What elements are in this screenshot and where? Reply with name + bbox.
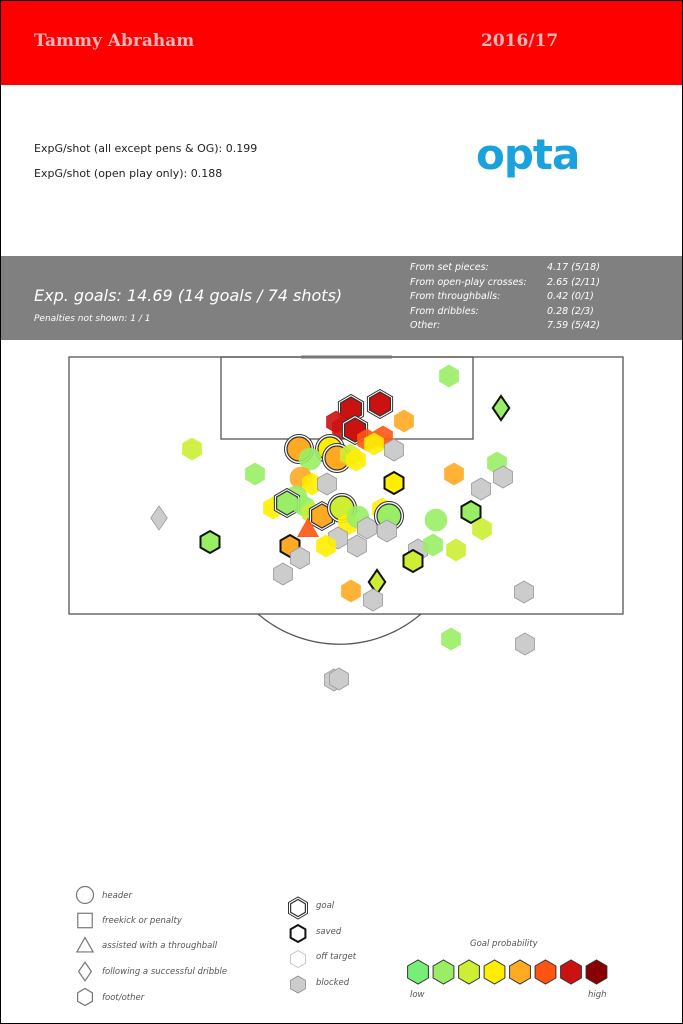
probability-swatch (458, 959, 480, 985)
legend-blocked-label: blocked (316, 978, 350, 988)
shot-marker-off (441, 627, 461, 651)
shot-marker-blocked (317, 472, 337, 496)
probability-swatch (407, 959, 429, 985)
shot-marker-blocked (514, 580, 534, 604)
probability-swatch (585, 959, 608, 985)
circle-icon (75, 885, 95, 905)
legend-outcomes (288, 896, 308, 994)
breakdown-row: From open-play crosses: 2.65 (2/11) (410, 277, 630, 292)
shot-marker-off (298, 447, 322, 471)
breakdown-label: From dribbles: (410, 305, 479, 317)
breakdown-label: From set pieces: (410, 262, 489, 273)
player-name: Tammy Abraham (34, 31, 195, 51)
shot-marker-blocked (273, 562, 293, 586)
shot-marker-blocked (329, 667, 349, 691)
breakdown-label: From throughballs: (410, 291, 501, 303)
shot-marker-blocked (290, 546, 310, 570)
probability-swatch (534, 959, 557, 985)
shot-marker-goal (369, 391, 391, 417)
shot-marker-off (424, 508, 448, 532)
expg-per-shot-all: ExpG/shot (all except pens & OG): 0.199 (34, 142, 258, 155)
legend-off-target-label: off target (316, 952, 357, 962)
penalty-arc (257, 613, 422, 645)
saved-hexagon-icon (289, 923, 307, 944)
shot-marker-blocked (493, 465, 513, 489)
hexagon-icon (76, 987, 94, 1007)
triangle-icon (75, 936, 95, 953)
expg-per-shot-open-play: ExpG/shot (open play only): 0.188 (34, 167, 223, 180)
shot-marker-off (446, 538, 466, 562)
shots-layer (150, 364, 535, 692)
blocked-hexagon-icon (290, 975, 306, 994)
shot-marker-off (423, 533, 443, 557)
legend-throughball-label: assisted with a throughball (102, 941, 218, 951)
legend-shapes (75, 885, 95, 1007)
breakdown-value: 2.65 (2/11) (547, 276, 600, 288)
goal-hexagon-icon (290, 898, 306, 918)
goal-probability-low: low (410, 990, 425, 1000)
shot-marker-off (346, 448, 366, 472)
shot-marker-off (364, 432, 384, 456)
shot-marker-blocked (377, 519, 397, 543)
shot-marker-off (444, 462, 464, 486)
shot-marker-blocked (150, 505, 168, 531)
shot-marker-blocked (384, 438, 404, 462)
shot-marker-off (316, 534, 336, 558)
goal-probability-title: Goal probability (470, 939, 538, 949)
season-label: 2016/17 (481, 31, 559, 51)
shot-marker-blocked (347, 534, 367, 558)
header-bar: Tammy Abraham 2016/17 (1, 1, 682, 85)
shot-marker-blocked (471, 477, 491, 501)
breakdown-label: Other: (410, 320, 441, 332)
shot-marker-blocked (515, 632, 535, 656)
shot-marker-off (245, 462, 265, 486)
square-icon (77, 912, 93, 929)
diamond-icon (77, 961, 93, 982)
shot-marker-saved (491, 394, 511, 422)
opta-logo: opta (476, 130, 580, 179)
penalty-area (68, 356, 624, 615)
legend-saved-label: saved (316, 927, 342, 937)
legend-foot-label: foot/other (102, 993, 145, 1003)
penalties-note: Penalties not shown: 1 / 1 (34, 314, 151, 324)
probability-swatch (509, 959, 531, 985)
shot-marker-saved (402, 548, 424, 574)
expected-goals-summary: Exp. goals: 14.69 (14 goals / 74 shots) (34, 286, 343, 305)
legend-freekick-label: freekick or penalty (102, 916, 182, 926)
breakdown-row: Other: 7.59 (5/42) (410, 320, 630, 335)
shot-marker-saved (383, 470, 405, 496)
breakdown-row: From throughballs: 0.42 (0/1) (410, 291, 630, 306)
legend-header-label: header (102, 891, 132, 901)
legend-dribble-label: following a successful dribble (102, 967, 228, 977)
breakdown-row: From set pieces: 4.17 (5/18) (410, 262, 630, 277)
shot-marker-off (182, 437, 202, 461)
probability-swatch (483, 959, 506, 985)
shot-marker-off (394, 409, 414, 433)
shot-marker-off (439, 364, 459, 388)
summary-band: Exp. goals: 14.69 (14 goals / 74 shots) … (1, 256, 682, 340)
shot-marker-blocked (363, 588, 383, 612)
shot-marker-goal (276, 490, 298, 516)
goal-probability-scale (407, 959, 608, 985)
breakdown-value: 4.17 (5/18) (547, 262, 600, 273)
shot-marker-off (472, 517, 492, 541)
goal-probability-high: high (588, 990, 607, 1000)
shot-marker-off (297, 517, 319, 538)
xg-breakdown: From set pieces: 4.17 (5/18) From open-pl… (410, 262, 630, 335)
breakdown-row: From dribbles: 0.28 (2/3) (410, 306, 630, 321)
breakdown-value: 7.59 (5/42) (547, 320, 600, 332)
shot-marker-saved (199, 529, 221, 555)
breakdown-label: From open-play crosses: (410, 276, 527, 288)
probability-swatch (560, 959, 582, 985)
shot-marker-off (341, 579, 361, 603)
breakdown-value: 0.28 (2/3) (547, 305, 594, 317)
shot-marker-saved (460, 499, 482, 525)
probability-swatch (432, 959, 455, 985)
legend-goal-label: goal (316, 901, 335, 911)
breakdown-value: 0.42 (0/1) (547, 291, 594, 303)
off-hexagon-icon (290, 950, 306, 968)
